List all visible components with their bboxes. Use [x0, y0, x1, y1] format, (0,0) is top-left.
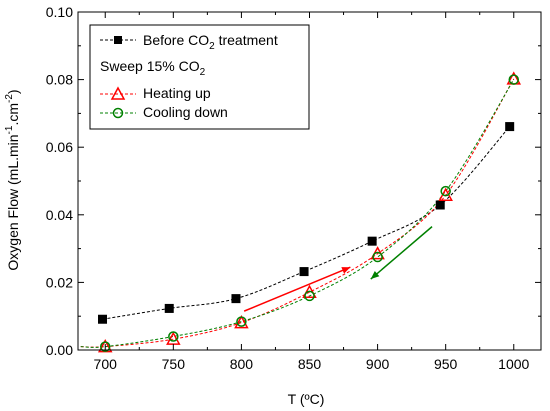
y-tick-label: 0.04	[46, 207, 73, 223]
y-tick-label: 0.08	[46, 72, 73, 88]
x-tick-label: 850	[298, 356, 322, 372]
data-point-square	[505, 122, 515, 132]
x-axis-title: T (ºC)	[288, 391, 325, 407]
data-point-square	[367, 236, 377, 246]
y-axis-title-base: Oxygen Flow (mL.min	[5, 134, 21, 270]
trend-arrow-head-1	[370, 270, 380, 280]
y-axis-title-exp2: -2	[4, 94, 15, 103]
x-tick-label: 1000	[498, 356, 529, 372]
y-tick-label: 0.02	[46, 274, 73, 290]
data-point-square	[231, 294, 241, 304]
data-point-circle	[372, 251, 383, 263]
data-point-circle	[168, 331, 179, 342]
axes: 700 750 800 850 900 950 1000 0.00 0.02 0.04 0.06 0.…	[46, 4, 542, 372]
x-tick-label: 750	[162, 356, 186, 372]
annotations	[243, 226, 433, 312]
y-axis-title-mid: .cm	[5, 103, 21, 126]
data-point-circle	[236, 316, 247, 327]
data-point-square	[98, 314, 108, 324]
x-tick-label: 800	[230, 356, 254, 372]
legend-group-label-sub: 2	[200, 67, 206, 78]
y-tick-label: 0.06	[46, 139, 73, 155]
y-tick-label: 0.10	[46, 4, 73, 20]
legend-label-before-sub: 2	[209, 41, 215, 52]
legend-label-before-base: Before CO	[143, 32, 209, 48]
data-point-circle	[99, 341, 111, 352]
legend-box	[89, 24, 310, 130]
trend-arrow-head-0	[341, 267, 351, 274]
data-point-circle	[508, 74, 520, 85]
data-point-circle	[440, 185, 451, 197]
data-point-circle	[304, 290, 315, 302]
x-tick-label: 950	[434, 356, 458, 372]
legend-label-before-tail: treatment	[215, 32, 278, 48]
data-point-square	[299, 267, 309, 277]
data-point-square	[435, 200, 445, 210]
x-tick-label: 900	[366, 356, 390, 372]
legend-label-before: Before CO2 treatment	[143, 32, 278, 52]
legend: Before CO2 treatment Sweep 15% CO2 Heati…	[89, 24, 310, 130]
y-tick-label: 0.00	[46, 342, 73, 358]
legend-group-label-base: Sweep 15% CO	[100, 58, 200, 74]
legend-marker-triangle	[110, 86, 126, 100]
legend-group-label: Sweep 15% CO2	[100, 58, 206, 78]
legend-marker-square	[114, 36, 122, 44]
data-point-square	[164, 303, 174, 313]
data-point-triangle	[234, 315, 249, 329]
legend-marker-circle	[112, 107, 124, 119]
y-axis-title-end: )	[5, 89, 21, 94]
trend-arrow-line-1	[370, 226, 433, 280]
trend-arrow-line-0	[243, 266, 351, 312]
legend-label-heating: Heating up	[143, 85, 211, 101]
series-line-0	[102, 126, 511, 320]
legend-label-cooling: Cooling down	[143, 104, 228, 120]
x-tick-label: 700	[94, 356, 118, 372]
y-axis-title: Oxygen Flow (mL.min-1.cm-2)	[4, 89, 21, 270]
y-axis-title-exp1: -1	[4, 125, 15, 134]
